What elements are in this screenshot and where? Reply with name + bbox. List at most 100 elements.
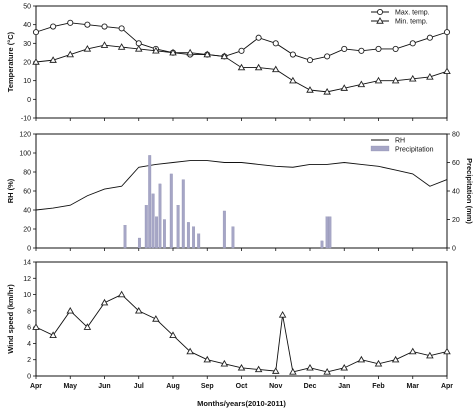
y2-tick-label: 80 [452,132,460,139]
y-tick-label: 40 [23,208,31,215]
data-point-triangle [49,56,57,63]
precip-bar [158,183,162,249]
data-point-triangle [254,63,263,71]
plot-frame [35,261,448,377]
x-tick-label: Jan [338,383,350,390]
y-tick-label: 0 [27,374,31,381]
data-point-triangle [289,368,297,375]
x-tick-label: May [63,383,77,390]
data-point-triangle [186,48,194,56]
data-point-circle [426,34,433,41]
data-point-circle [392,45,399,52]
legend-label: Precipitation [395,147,434,154]
precip-bar [144,205,148,249]
x-tick-label: Mar [407,383,420,390]
data-point-triangle [220,359,229,367]
x-tick-label: Nov [269,383,282,390]
y-tick-label: 80 [23,170,31,177]
x-tick-label: Apr [441,383,453,390]
data-point-circle [238,47,245,54]
legend: Max. temp. Min. temp. [371,8,430,26]
y-tick-label: 40 [23,22,31,29]
data-point-triangle [408,347,417,355]
chart-panel-2: 0 20 40 60 80 100 120 RH (%) 0 20 40 60 80 Precipitat… [6,132,474,253]
data-point-circle [409,40,416,47]
data-point-triangle [83,323,92,330]
legend-label: Min. temp. [395,19,428,26]
data-point-triangle [117,43,126,50]
data-point-triangle [100,298,109,306]
data-point-triangle [289,76,297,84]
precip-bar [148,155,152,249]
precip-bar [320,240,324,249]
data-point-triangle [271,65,280,73]
data-point-circle [50,23,57,30]
data-point-triangle [443,347,451,355]
y-tick-label: 4 [27,341,31,348]
data-point-triangle [306,86,314,93]
y-tick-label: -10 [21,116,31,123]
y-tick-label: 20 [23,227,31,234]
data-point-triangle [340,84,349,91]
chart-panel-3: 0 2 4 6 8 10 12 14 Wind speed (km/hr) Apr May Jun Ju… [6,260,453,391]
x-axis-label: Months/years(2010-2011) [197,399,286,408]
data-point-triangle [391,76,400,84]
data-point-triangle [340,363,349,371]
data-point-triangle [323,87,331,95]
y-axis-label: RH (%) [6,178,15,203]
precip-bar [231,226,235,249]
data-point-triangle [49,331,57,338]
data-point-triangle [278,311,287,318]
x-tick-label: Aug [166,383,180,390]
series-min-temp- [32,41,451,95]
precip-bar [151,193,155,249]
data-point-triangle [237,363,246,371]
series-line [35,22,448,61]
y-tick-label: 50 [23,4,31,11]
precip-bar [328,216,332,249]
precip-bar [192,226,195,249]
legend-marker [376,17,384,24]
data-point-triangle [443,67,451,75]
data-point-triangle [374,359,383,367]
y2-tick-label: 0 [452,246,456,253]
data-point-circle [358,47,365,54]
data-point-triangle [186,347,194,355]
precip-bar [162,219,166,249]
series-max-temp- [32,19,451,64]
data-point-circle [341,45,348,52]
data-point-triangle [83,45,92,52]
legend-marker [376,8,384,16]
precip-bar [197,233,201,249]
precip-bar [325,216,329,249]
x-tick-label: Jul [134,383,144,390]
data-point-triangle [254,365,263,373]
x-tick-label: Oct [236,383,248,390]
precip-bar [169,173,173,249]
x-tick-label: Dec [304,383,317,390]
data-point-triangle [134,45,143,52]
y-tick-label: 2 [27,357,31,364]
y2-tick-label: 40 [452,189,460,196]
data-point-circle [101,23,108,30]
data-point-triangle [203,50,212,58]
data-point-circle [375,45,382,52]
y2-axis-label: Precipitation (mm) [465,158,474,224]
data-point-triangle [117,290,126,298]
y-tick-label: 20 [23,60,31,67]
data-point-triangle [32,323,40,330]
series-rh [35,160,448,211]
series-line [35,294,448,373]
y2-tick-label: 20 [452,217,460,224]
data-point-triangle [408,74,417,82]
chart-panel-1: -10 0 10 20 30 40 50 Temperature (°C) Max. temp.… [6,4,451,123]
y-tick-label: 30 [23,41,31,48]
x-tick-label: Sep [201,383,214,390]
data-point-triangle [66,306,75,314]
data-point-triangle [169,48,177,56]
data-point-triangle [134,306,143,314]
legend-label: Max. temp. [395,10,430,17]
y-tick-label: 6 [27,325,31,332]
data-point-triangle [203,355,212,363]
